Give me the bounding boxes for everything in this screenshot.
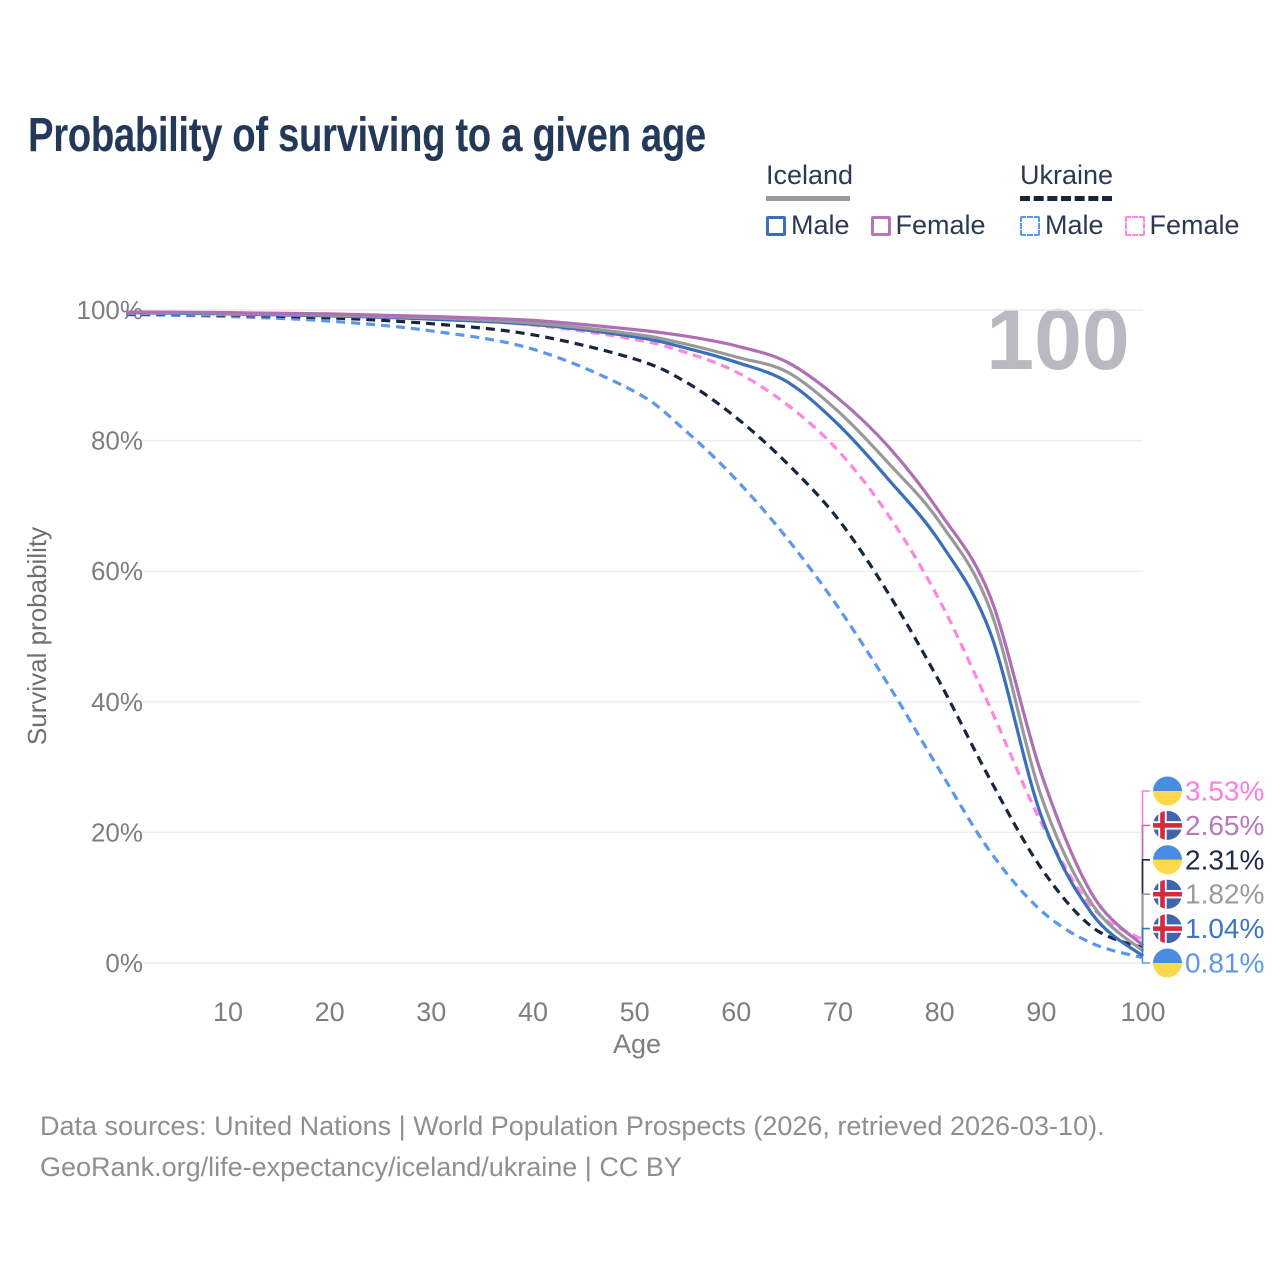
x-axis-title: Age [613,1029,661,1059]
legend-item-label: Male [1045,210,1104,240]
iceland-male-swatch-icon [766,215,786,236]
ukraine-flag-icon [1153,948,1182,978]
ukraine-line-style-sample [1020,196,1112,201]
end-label-ukraine-all: 2.31% [1185,844,1264,875]
y-tick-label: 20% [91,817,143,847]
end-label-ukraine-female: 3.53% [1185,776,1264,807]
x-tick-label: 40 [518,997,548,1027]
end-label-iceland-female: 2.65% [1185,810,1264,841]
attribution: Data sources: United Nations | World Pop… [40,1106,1105,1188]
iceland-flag-icon [1153,810,1182,840]
leader-iceland-female [1141,824,1150,946]
leader-ukraine-all [1141,859,1150,948]
y-tick-label: 100% [77,295,144,325]
legend-group-ukraine-label: Ukraine [1020,160,1114,190]
y-tick-label: 80% [91,426,143,456]
data-sources-line: Data sources: United Nations | World Pop… [40,1111,1105,1141]
curve-iceland-male[interactable] [126,311,1145,958]
x-tick-label: 80 [925,997,955,1027]
legend-item-ukraine-male[interactable]: Male [1020,210,1104,241]
legend-item-label: Female [1149,210,1240,240]
curve-ukraine-female[interactable] [126,311,1144,942]
end-label-ukraine-male: 0.81% [1185,948,1264,979]
legend-item-iceland-female[interactable]: Female [870,210,986,241]
iceland-female-swatch-icon [870,215,891,236]
iceland-line-style-sample [766,196,850,201]
y-tick-label: 0% [105,948,143,978]
x-tick-label: 10 [213,997,243,1027]
y-axis-title: Survival probability [22,527,52,745]
leader-iceland-all [1141,893,1150,952]
x-tick-label: 100 [1120,997,1165,1027]
ukraine-female-swatch-icon [1124,215,1145,236]
end-label-iceland-male: 1.04% [1185,913,1264,944]
leader-ukraine-female [1141,790,1150,940]
curve-ukraine-all[interactable] [126,312,1144,950]
curve-ukraine-male[interactable] [126,313,1144,960]
iceland-flag-icon [1153,879,1182,909]
source-url-line[interactable]: GeoRank.org/life-expectancy/iceland/ukra… [40,1152,682,1182]
iceland-flag-icon [1153,914,1182,944]
y-tick-label: 40% [91,687,143,717]
x-tick-label: 60 [721,997,751,1027]
ukraine-flag-icon [1153,845,1182,875]
legend-item-ukraine-female[interactable]: Female [1124,210,1240,241]
x-tick-label: 20 [315,997,345,1027]
end-label-iceland-all: 1.82% [1185,879,1264,910]
legend-group-iceland-label: Iceland [766,160,854,190]
curve-iceland-female[interactable] [126,310,1145,947]
leader-ukraine-male [1141,957,1150,964]
leader-iceland-male [1141,927,1150,957]
y-tick-label: 60% [91,556,143,586]
hover-age-watermark: 100 [986,292,1130,388]
x-tick-label: 50 [620,997,650,1027]
legend-item-label: Male [791,210,850,240]
x-tick-label: 90 [1026,997,1056,1027]
chart-title: Probability of surviving to a given age [28,109,706,163]
legend: Iceland Male Female Ukraine Male [0,160,1280,240]
legend-item-iceland-male[interactable]: Male [766,210,850,241]
ukraine-flag-icon [1153,776,1182,806]
legend-item-label: Female [895,210,986,240]
legend-group-iceland: Iceland Male Female [766,160,986,241]
ukraine-male-swatch-icon [1020,215,1040,236]
legend-group-ukraine: Ukraine Male Female [1020,160,1240,241]
x-tick-label: 30 [416,997,446,1027]
x-tick-label: 70 [823,997,853,1027]
